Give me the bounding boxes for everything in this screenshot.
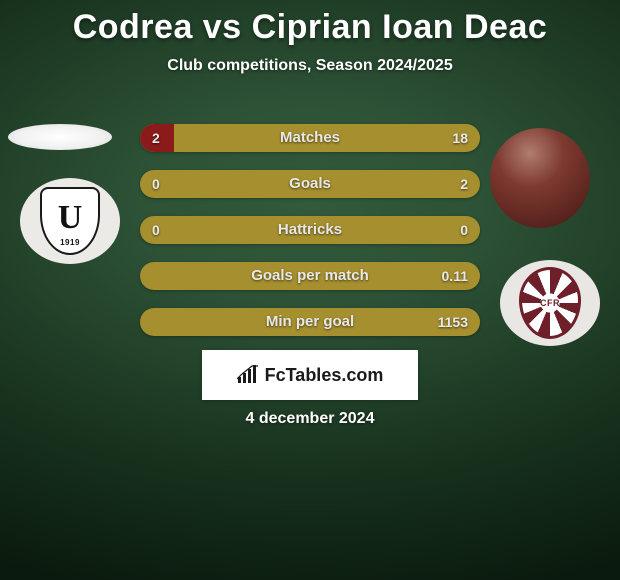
stat-label: Goals per match [140,262,480,290]
page-title: Codrea vs Ciprian Ioan Deac [0,0,620,47]
stat-value-right: 2 [460,170,468,198]
stat-bar: Min per goal1153 [140,308,480,336]
club-right-badge-text: CFR [540,298,560,308]
stat-value-right: 1153 [438,308,468,336]
club-left-initial: U [58,201,83,235]
stat-bar: 0Hattricks0 [140,216,480,244]
stat-value-right: 0 [460,216,468,244]
club-right-badge-icon: CFR [519,267,581,339]
stat-label: Goals [140,170,480,198]
brand-text: FcTables.com [265,365,384,386]
brand-box: FcTables.com [202,350,418,400]
stat-value-right: 0.11 [442,262,468,290]
date-label: 4 december 2024 [0,410,620,428]
stat-value-right: 18 [452,124,468,152]
player-left-avatar [8,124,112,150]
player-right-avatar [490,128,590,228]
stat-bar: 2Matches18 [140,124,480,152]
subtitle: Club competitions, Season 2024/2025 [0,57,620,75]
content-root: Codrea vs Ciprian Ioan Deac Club competi… [0,0,620,580]
club-left-year: 1919 [60,238,80,247]
club-left-logo: U 1919 [20,178,120,264]
club-left-shield-icon: U 1919 [40,187,100,255]
stat-bar: Goals per match0.11 [140,262,480,290]
brand-chart-icon [237,365,259,385]
stat-label: Matches [140,124,480,152]
club-right-logo: CFR [500,260,600,346]
stat-bar: 0Goals2 [140,170,480,198]
stat-label: Hattricks [140,216,480,244]
stats-container: 2Matches180Goals20Hattricks0Goals per ma… [140,124,480,354]
stat-label: Min per goal [140,308,480,336]
